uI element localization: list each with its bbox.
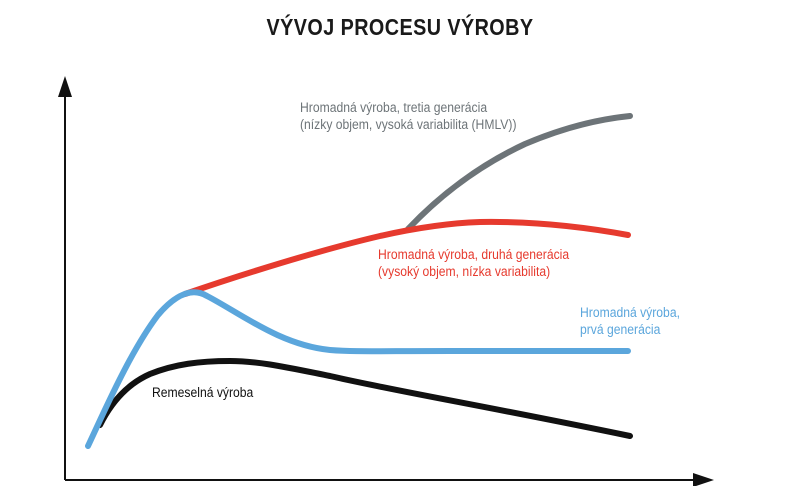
craft-production-label: Remeselná výroba	[152, 384, 253, 401]
craft-production-label-text: Remeselná výroba	[152, 385, 254, 400]
second-generation-label-line2: (vysoký objem, nízka variabilita)	[378, 264, 551, 279]
first-generation-label: Hromadná výroba, prvá generácia	[580, 304, 680, 338]
x-axis-arrow	[693, 473, 714, 486]
third-generation-label-line2: (nízky objem, vysoká variabilita (HMLV))	[300, 117, 517, 132]
second-generation-label-line1: Hromadná výroba, druhá generácia	[378, 247, 570, 262]
first-generation-label-line1: Hromadná výroba,	[580, 305, 680, 320]
second-generation-curve	[182, 218, 631, 297]
first-generation-curve	[85, 289, 631, 449]
craft-production-curve	[97, 357, 633, 439]
y-axis-arrow	[58, 76, 72, 97]
second-generation-label: Hromadná výroba, druhá generácia (vysoký…	[378, 246, 569, 280]
third-generation-label: Hromadná výroba, tretia generácia (nízky…	[300, 99, 517, 133]
third-generation-label-line1: Hromadná výroba, tretia generácia	[300, 100, 488, 115]
first-generation-label-line2: prvá generácia	[580, 322, 661, 337]
diagram-title: VÝVOJ PROCESU VÝROBY	[266, 14, 534, 40]
third-generation-curve	[405, 113, 633, 232]
